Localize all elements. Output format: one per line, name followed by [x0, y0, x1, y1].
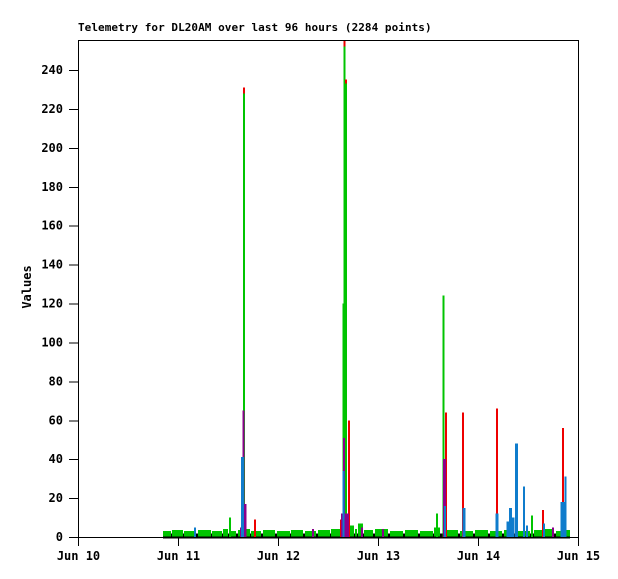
baseline-segment — [358, 523, 363, 537]
data-bar — [243, 93, 245, 537]
y-tick-label: 60 — [49, 413, 63, 427]
data-bar — [509, 507, 512, 537]
baseline-segment — [305, 531, 316, 537]
data-bar — [343, 40, 346, 47]
baseline-segment — [318, 530, 330, 537]
y-tick-label: 100 — [41, 335, 63, 349]
data-bar — [506, 521, 510, 537]
baseline-segment — [163, 531, 171, 537]
data-bar — [243, 87, 245, 94]
data-bar — [342, 470, 345, 537]
data-bar — [515, 443, 518, 537]
x-tick-label: Jun 13 — [357, 549, 400, 563]
data-bar — [443, 459, 446, 537]
baseline-segment — [172, 530, 183, 537]
data-bar — [241, 457, 244, 537]
baseline-segment — [198, 530, 211, 537]
baseline-segment — [355, 529, 357, 537]
data-bar — [562, 428, 564, 537]
plot-border — [78, 40, 579, 538]
series-green — [229, 46, 533, 538]
x-tick-label: Jun 15 — [557, 549, 600, 563]
chart-title: Telemetry for DL20AM over last 96 hours … — [78, 21, 432, 34]
baseline-segment — [223, 529, 228, 537]
baseline-segment — [277, 531, 290, 537]
baseline-segment — [375, 529, 388, 537]
data-bar — [361, 527, 363, 537]
baseline-segment — [564, 530, 570, 537]
data-bar — [552, 527, 554, 537]
data-bar — [496, 408, 498, 537]
baseline-segment — [291, 530, 303, 537]
data-bar — [462, 412, 464, 537]
baseline-segment — [390, 531, 403, 537]
data-bar — [462, 507, 466, 537]
baseline-segment — [447, 530, 458, 537]
y-tick-label: 0 — [56, 530, 63, 544]
x-tick-label: Jun 14 — [457, 549, 500, 563]
baseline-segment — [184, 531, 196, 537]
y-tick-label: 140 — [41, 258, 63, 272]
series-blue — [194, 443, 567, 537]
data-bar — [442, 295, 445, 537]
y-tick-label: 180 — [41, 180, 63, 194]
y-tick-label: 120 — [41, 297, 63, 311]
data-bar — [523, 486, 525, 537]
baseline-segment — [475, 530, 488, 537]
baseline-segment — [245, 529, 250, 537]
data-bar — [531, 515, 533, 537]
x-tick-label: Jun 10 — [57, 549, 100, 563]
data-bar — [511, 517, 515, 537]
baseline-segment — [545, 529, 554, 537]
y-tick-label: 40 — [49, 452, 63, 466]
baseline-segment — [263, 530, 275, 537]
data-bar — [560, 501, 565, 537]
baseline-segment — [350, 525, 354, 537]
x-axis: Jun 10 Jun 11 Jun 12 Jun 13 Jun 14 Jun 15 — [57, 537, 600, 563]
baseline-segment — [231, 531, 236, 537]
data-bar — [229, 517, 231, 537]
baseline-segment — [420, 531, 433, 537]
data-bar — [543, 523, 545, 537]
x-tick-label: Jun 12 — [257, 549, 300, 563]
baseline-segment — [460, 531, 473, 537]
data-bar — [526, 525, 528, 537]
data-bar — [436, 513, 438, 537]
baseline-segment — [556, 531, 561, 537]
y-tick-label: 200 — [41, 141, 63, 155]
baseline-segment — [331, 529, 340, 537]
y-tick-label: 220 — [41, 102, 63, 116]
data-bar — [341, 513, 349, 537]
baseline-segment — [534, 530, 542, 537]
y-tick-label: 20 — [49, 491, 63, 505]
green-baseline — [163, 523, 570, 537]
data-bar — [343, 46, 346, 538]
x-tick-label: Jun 11 — [157, 549, 200, 563]
baseline-segment — [364, 530, 373, 537]
data-bar — [564, 476, 567, 537]
data-bar — [344, 83, 347, 537]
y-tick-label: 80 — [49, 374, 63, 388]
series-purple — [240, 410, 554, 537]
baseline-segment — [405, 530, 418, 537]
data-bar — [444, 505, 447, 537]
y-tick-label: 160 — [41, 219, 63, 233]
baseline-segment — [212, 531, 222, 537]
data-bar — [495, 513, 499, 537]
data-bar — [382, 529, 384, 537]
data-bar — [348, 420, 350, 537]
data-bar — [312, 529, 314, 537]
y-axis: 0 20 40 60 80 100 120 140 160 180 200 220 240 — [41, 63, 78, 544]
y-tick-label: 240 — [41, 63, 63, 77]
data-bar — [194, 527, 196, 537]
data-bar — [344, 79, 347, 84]
data-bar — [254, 519, 256, 537]
